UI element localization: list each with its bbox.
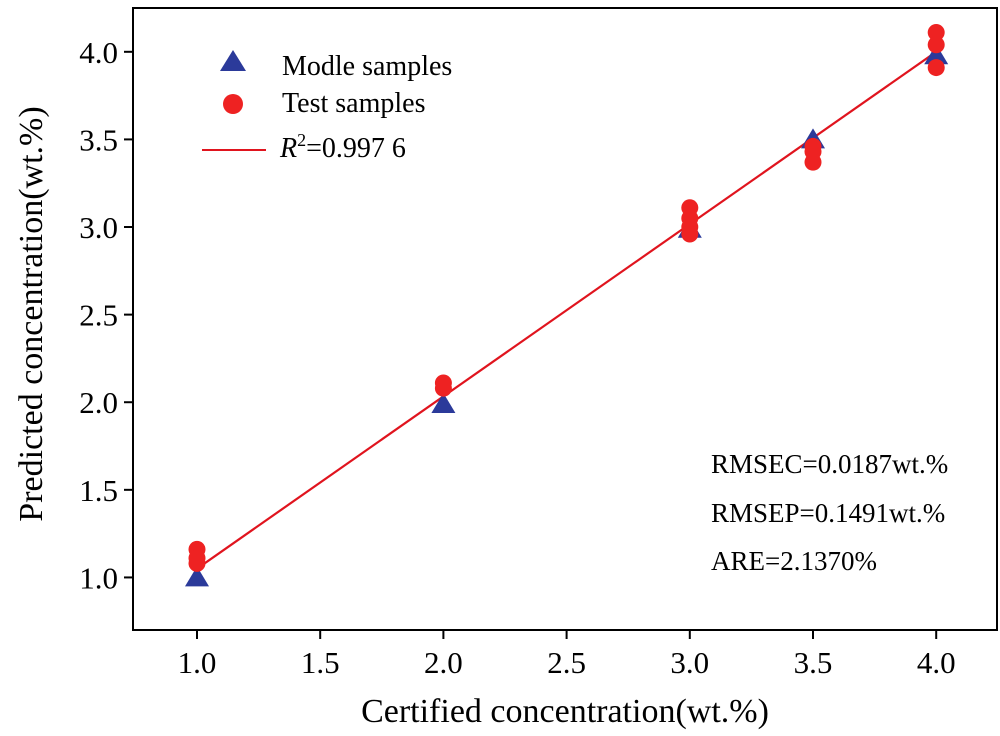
x-tick-label: 2.5 <box>547 645 586 680</box>
legend-triangle-marker <box>220 50 246 71</box>
legend: Modle samples Test samples R2=0.997 6 <box>202 50 452 164</box>
test-sample-point <box>927 59 945 77</box>
model-sample-point <box>924 44 949 65</box>
x-tick-label: 4.0 <box>917 645 956 680</box>
x-tick-label: 3.5 <box>794 645 833 680</box>
x-tick-label: 3.0 <box>670 645 709 680</box>
model-sample-point <box>185 566 209 587</box>
x-tick-label: 1.0 <box>178 645 217 680</box>
y-tick-label: 1.5 <box>79 473 118 508</box>
model-sample-point <box>431 392 456 413</box>
legend-label-test-samples: Test samples <box>282 88 425 119</box>
x-tick-label: 1.5 <box>301 645 340 680</box>
plot-frame <box>132 7 998 631</box>
test-sample-point <box>927 36 945 54</box>
y-tick-label: 4.0 <box>79 35 118 70</box>
test-sample-point <box>927 24 945 42</box>
legend-circle-marker <box>223 94 243 114</box>
test-sample-point <box>804 153 822 171</box>
annotation-rmsep: RMSEP=0.1491wt.% <box>711 498 945 528</box>
test-sample-point <box>681 225 699 243</box>
legend-label-modle-samples: Modle samples <box>282 51 452 82</box>
test-sample-point <box>188 554 206 572</box>
annotation-rmsec: RMSEC=0.0187wt.% <box>711 449 948 479</box>
fit-line <box>196 50 937 570</box>
test-sample-point <box>434 379 452 397</box>
y-tick-label: 2.5 <box>79 298 118 333</box>
y-tick-label: 1.0 <box>79 560 118 595</box>
y-tick-label: 2.0 <box>79 385 118 420</box>
y-axis-label: Predicted concentration(wt.%) <box>13 106 50 521</box>
annotation-are: ARE=2.1370% <box>711 546 877 576</box>
stats-annotations: RMSEC=0.0187wt.% RMSEP=0.1491wt.% ARE=2.… <box>711 449 948 576</box>
legend-label-r-squared: R2=0.997 6 <box>279 130 406 164</box>
x-tick-label: 2.0 <box>424 645 463 680</box>
y-tick-label: 3.0 <box>79 210 118 245</box>
y-tick-label: 3.5 <box>79 122 118 157</box>
x-axis-label: Certified concentration(wt.%) <box>361 693 769 730</box>
